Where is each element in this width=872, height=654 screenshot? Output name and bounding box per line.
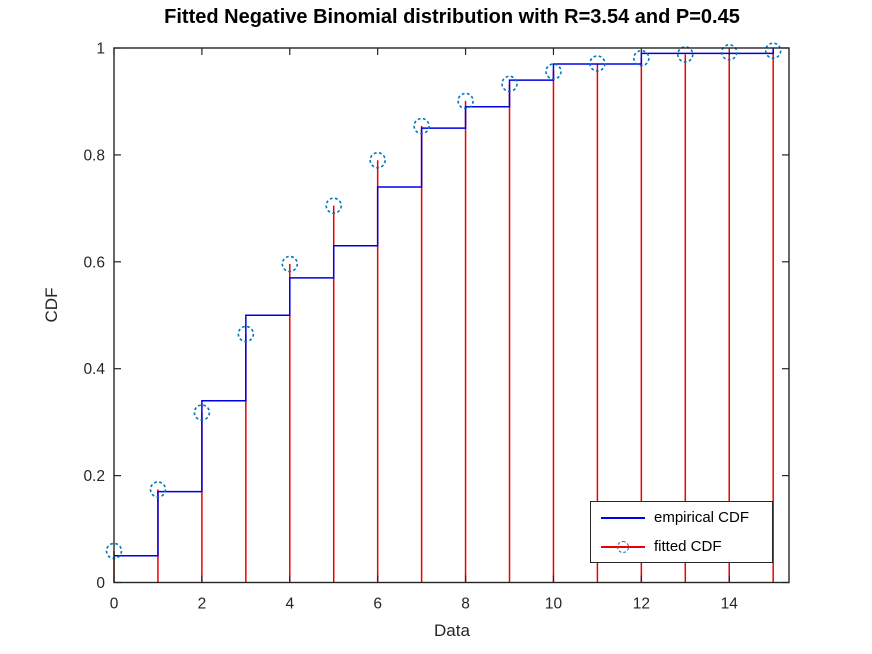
x-tick-label: 6 xyxy=(373,596,382,613)
circle-marker-icon xyxy=(617,540,629,553)
fitted-marker xyxy=(281,255,299,273)
y-tick-label: 1 xyxy=(96,41,105,58)
axes-box xyxy=(113,47,790,584)
fitted-marker xyxy=(633,49,650,67)
x-axis-label: Data xyxy=(434,621,470,640)
fitted-marker xyxy=(764,42,782,59)
legend: empirical CDF fitted CDF xyxy=(590,501,773,563)
y-tick-label: 0.2 xyxy=(83,468,105,485)
fitted-marker xyxy=(720,43,738,61)
fitted-marker xyxy=(193,404,211,421)
x-tick-label: 10 xyxy=(545,596,563,613)
fitted-marker xyxy=(589,55,606,72)
fitted-marker xyxy=(501,75,518,93)
y-tick-label: 0.8 xyxy=(83,147,105,164)
legend-label: empirical CDF xyxy=(654,509,750,526)
fitted-marker xyxy=(325,197,343,214)
legend-label: fitted CDF xyxy=(654,538,722,555)
solid-line-icon xyxy=(601,517,645,519)
empirical-stairs xyxy=(114,48,774,557)
x-tick-label: 4 xyxy=(285,596,294,613)
legend-entry-empirical: empirical CDF xyxy=(591,504,772,531)
fitted-marker xyxy=(413,117,430,135)
y-tick-label: 0.4 xyxy=(83,361,105,378)
fitted-marker xyxy=(369,151,386,169)
fitted-marker xyxy=(149,481,167,498)
fitted-marker xyxy=(676,46,694,63)
legend-entry-fitted: fitted CDF xyxy=(591,533,772,560)
y-tick-label: 0.6 xyxy=(83,254,105,271)
fitted-line-sample xyxy=(601,539,645,554)
x-tick-label: 8 xyxy=(461,596,470,613)
x-tick-label: 14 xyxy=(721,596,739,613)
y-tick-label: 0 xyxy=(96,575,105,592)
fitted-marker xyxy=(545,63,562,80)
x-tick-label: 0 xyxy=(110,596,119,613)
chart-title: Fitted Negative Binomial distribution wi… xyxy=(164,6,740,28)
fitted-marker xyxy=(237,325,255,343)
y-axis-label: CDF xyxy=(42,287,61,323)
empirical-line-sample xyxy=(601,510,645,525)
x-tick-label: 2 xyxy=(198,596,207,613)
fitted-marker xyxy=(457,92,474,110)
x-tick-label: 12 xyxy=(633,596,650,613)
